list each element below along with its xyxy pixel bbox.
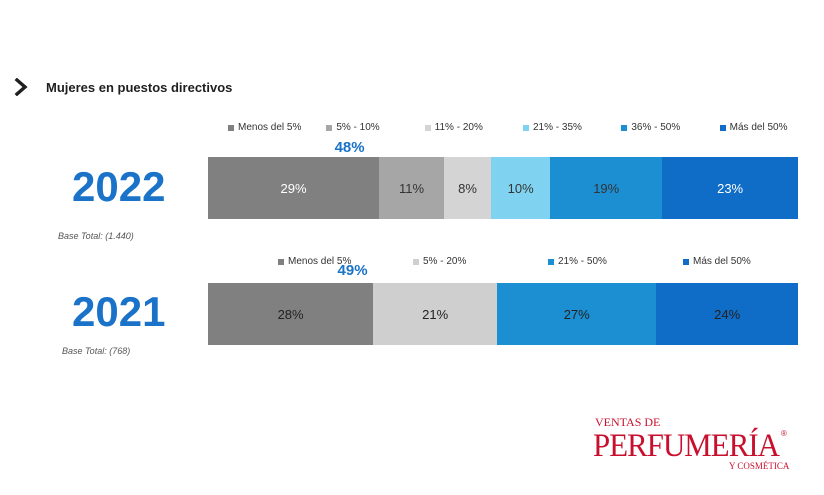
legend-item: 11% - 20% xyxy=(424,122,483,133)
legend-item: 36% - 50% xyxy=(621,122,680,133)
bracket-label-2022: 48% xyxy=(334,139,365,156)
legend-item: 21% - 50% xyxy=(548,256,607,267)
legend-swatch xyxy=(424,124,431,131)
bar-segment-2021-3: 24% xyxy=(656,283,798,345)
bar-segment-2021-1: 21% xyxy=(373,283,498,345)
logo-line2: PERFUMERÍA xyxy=(593,427,780,464)
bar-segment-2022-1: 11% xyxy=(379,157,444,219)
legend-swatch xyxy=(326,124,333,131)
legend-swatch xyxy=(523,124,529,131)
ventas-de-perfumeria-logo: VENTAS DE PERFUMERÍA ® Y COSMÉTICA xyxy=(593,412,793,482)
bar-segment-2022-5: 23% xyxy=(662,157,798,219)
legend-item: 5% - 20% xyxy=(413,256,466,267)
base-total-2022: Base Total: (1.440) xyxy=(58,231,134,241)
legend-label: 5% - 20% xyxy=(423,256,467,267)
bar-segment-label: 23% xyxy=(717,180,744,196)
legend-swatch xyxy=(413,258,419,265)
legend-label: Menos del 5% xyxy=(238,122,302,133)
legend-label: 21% - 50% xyxy=(558,256,607,267)
bar-segment-label: 19% xyxy=(593,180,620,196)
legend-item: Más del 50% xyxy=(719,122,788,133)
legend-label: 36% - 50% xyxy=(631,122,681,133)
bar-segment-2022-4: 19% xyxy=(550,157,663,219)
legend-2021: Menos del 5% 5% - 20% 21% - 50% Más del 50% xyxy=(260,256,800,270)
bar-segment-2022-0: 29% xyxy=(208,157,380,219)
year-2022-label: 2022 xyxy=(72,163,166,210)
legend-swatch xyxy=(683,258,689,265)
legend-swatch xyxy=(278,258,284,265)
bar-segment-label: 29% xyxy=(280,180,307,196)
legend-label: 11% - 20% xyxy=(434,122,483,133)
bar-segment-2022-3: 10% xyxy=(491,157,551,219)
bar-segment-label: 27% xyxy=(563,306,590,322)
chevron-right-icon xyxy=(14,77,36,97)
bar-segment-label: 11% xyxy=(399,180,425,196)
legend-label: Menos del 5% xyxy=(288,256,352,267)
section-heading: Mujeres en puestos directivos xyxy=(14,77,233,97)
bar-segment-2022-2: 8% xyxy=(443,157,492,219)
legend-item: Menos del 5% xyxy=(228,122,301,133)
legend-item: Más del 50% xyxy=(683,256,751,267)
bar-segment-2021-0: 28% xyxy=(208,283,374,345)
bracket-label-2021: 49% xyxy=(337,262,368,279)
bar-segment-label: 8% xyxy=(458,180,477,196)
legend-item: Menos del 5% xyxy=(278,256,351,267)
base-total-2021: Base Total: (768) xyxy=(62,346,131,356)
bar-segment-label: 21% xyxy=(422,306,449,322)
legend-swatch xyxy=(548,258,554,265)
legend-item: 5% - 10% xyxy=(326,122,380,133)
legend-label: Más del 50% xyxy=(729,122,788,133)
bar-segment-label: 10% xyxy=(507,180,534,196)
legend-label: 5% - 10% xyxy=(336,122,380,133)
legend-swatch xyxy=(621,124,628,131)
legend-swatch xyxy=(228,124,234,131)
logo-line1: VENTAS DE xyxy=(595,415,660,429)
legend-label: Más del 50% xyxy=(693,256,751,267)
year-2021-label: 2021 xyxy=(72,288,166,335)
bar-segment-2021-2: 27% xyxy=(497,283,657,345)
legend-item: 21% - 35% xyxy=(523,122,582,133)
bar-segment-label: 28% xyxy=(277,306,304,322)
legend-swatch xyxy=(719,124,726,131)
stacked-bar-2021: 28% 21% 27% 24% xyxy=(208,283,798,345)
legend-2022: Menos del 5% 5% - 10% 11% - 20% 21% - 35% 36… xyxy=(210,122,800,136)
section-title: Mujeres en puestos directivos xyxy=(46,79,233,95)
bar-segment-label: 24% xyxy=(714,306,741,322)
stacked-bar-2022: 29% 11% 8% 10% 19% 23% xyxy=(208,157,798,219)
logo-registered-mark: ® xyxy=(781,429,787,438)
legend-label: 21% - 35% xyxy=(533,122,582,133)
logo-line3: Y COSMÉTICA xyxy=(729,461,790,471)
